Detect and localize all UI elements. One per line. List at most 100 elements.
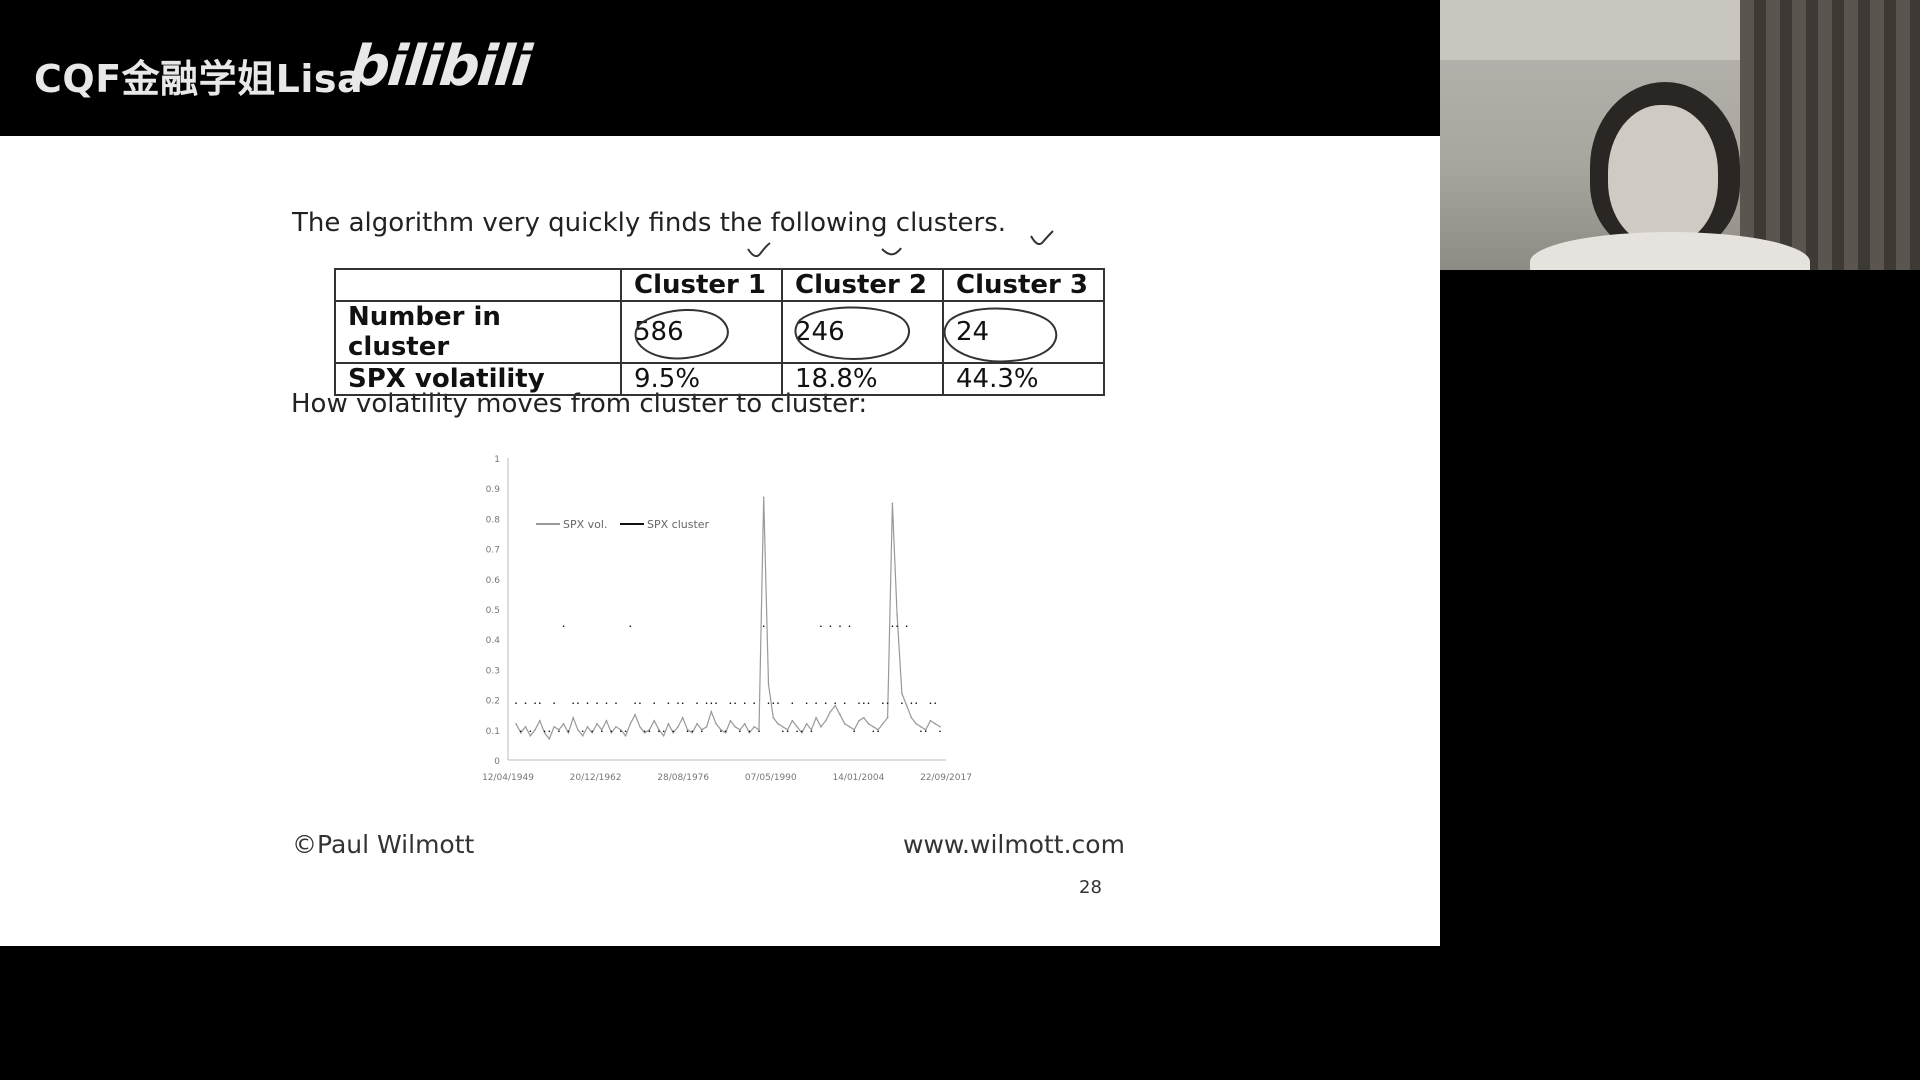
table-row: SPX volatility 9.5% 18.8% 44.3% [334,362,1105,396]
data-point-spx-cluster [620,730,622,733]
data-point-spx-vol [886,716,889,719]
data-point-spx-cluster [905,625,908,627]
data-point-spx-cluster [829,625,832,627]
data-point-spx-vol [829,710,832,713]
data-point-spx-cluster [815,702,817,704]
table-header-cell: Cluster 3 [942,268,1105,302]
data-point-spx-vol [848,726,851,728]
data-point-spx-vol [777,723,779,725]
data-point-spx-cluster [610,730,613,733]
data-point-spx-cluster [558,730,560,733]
y-tick-label: 0.4 [486,636,501,646]
data-point-spx-vol [824,719,827,722]
x-tick-label: 14/01/2004 [832,773,884,783]
data-point-spx-cluster [596,702,598,704]
data-point-spx-cluster [729,702,732,704]
data-point-spx-cluster [934,702,936,704]
data-point-spx-vol [615,726,617,728]
x-tick-label: 28/08/1976 [657,773,709,783]
data-point-spx-vol [891,502,894,505]
data-point-spx-cluster [543,730,546,733]
data-point-spx-vol [696,723,698,725]
data-point-spx-cluster [681,702,684,704]
data-point-spx-cluster [848,625,851,627]
data-point-spx-cluster [924,730,927,733]
data-point-spx-vol [753,726,755,728]
data-point-spx-cluster [705,702,708,704]
data-point-spx-cluster [786,730,789,733]
table-row: Number in cluster 586 246 24 [334,300,1105,364]
data-point-spx-cluster [539,702,541,704]
handwritten-annotations [634,230,1058,363]
data-point-spx-cluster [891,625,894,627]
data-point-spx-vol [877,729,879,731]
data-point-spx-vol [601,729,603,731]
data-point-spx-cluster [939,730,941,733]
y-tick-label: 0.3 [486,666,500,676]
footer-website: www.wilmott.com [903,830,1125,859]
tick-mark [1030,230,1054,246]
data-point-spx-vol [529,735,532,737]
y-tick-label: 0.5 [486,606,500,616]
table-row-header: SPX volatility [334,362,622,396]
data-point-spx-cluster [901,702,903,704]
data-point-spx-cluster [920,730,922,733]
data-point-spx-vol [762,496,765,499]
y-axis: 0 0.1 0.2 0.3 0.4 0.5 0.6 0.7 0.8 0.9 1 [486,455,509,767]
table-header-cell: Cluster 1 [620,268,783,302]
data-point-spx-cluster [772,702,775,704]
data-point-spx-vol [658,729,660,731]
data-point-spx-cluster [624,730,627,733]
data-point-spx-vol [524,726,527,728]
data-point-spx-cluster [801,730,803,733]
data-point-spx-vol [858,719,860,722]
data-point-spx-vol [929,719,932,722]
data-point-spx-vol [520,732,522,734]
data-point-spx-vol [734,726,736,728]
data-point-spx-cluster [524,702,527,704]
data-point-spx-vol [901,692,903,695]
data-point-spx-vol [748,732,751,734]
data-point-spx-vol [591,732,593,734]
data-point-spx-cluster [805,702,808,704]
data-point-spx-vol [567,732,570,734]
data-point-spx-cluster [515,702,517,704]
data-point-spx-cluster [520,730,522,733]
data-point-spx-cluster [634,702,636,704]
data-point-spx-vol [815,716,817,719]
data-point-spx-cluster [701,730,703,733]
data-point-spx-vol [810,729,813,731]
data-point-spx-cluster [677,702,679,704]
x-tick-label: 20/12/1962 [570,773,622,783]
data-point-spx-vol [729,719,732,722]
y-tick-label: 1 [494,455,500,465]
data-point-spx-vol [610,732,613,734]
data-point-spx-vol [743,723,746,725]
data-point-spx-vol [543,732,546,734]
table-header-row: Cluster 1 Cluster 2 Cluster 3 [334,268,1105,302]
y-tick-label: 0.8 [486,515,501,525]
data-point-spx-cluster [686,730,689,733]
page-number: 28 [1079,877,1102,898]
x-axis: 12/04/1949 20/12/1962 28/08/1976 07/05/1990… [482,759,972,783]
data-point-spx-cluster [605,702,608,704]
data-point-spx-vol [920,726,922,728]
data-point-spx-vol [767,683,770,686]
data-point-spx-cluster [696,702,698,704]
series-layer [515,496,941,741]
data-point-spx-cluster [858,702,860,704]
y-tick-label: 0.9 [486,485,501,495]
data-point-spx-vol [791,719,794,722]
video-top-bar: CQF金融学姐Lisa bilibili [0,0,1440,136]
channel-name: CQF金融学姐Lisa [34,57,364,101]
data-point-spx-vol [863,716,865,719]
data-point-spx-vol [672,732,674,734]
data-point-spx-vol [562,723,565,725]
data-point-spx-vol [572,716,574,719]
webcam-curtain [1740,0,1920,270]
data-point-spx-vol [772,716,775,719]
data-point-spx-vol [882,723,884,725]
legend-label-spx-vol: SPX vol. [563,518,607,531]
data-point-spx-cluster [791,702,794,704]
data-point-spx-vol [691,732,694,734]
